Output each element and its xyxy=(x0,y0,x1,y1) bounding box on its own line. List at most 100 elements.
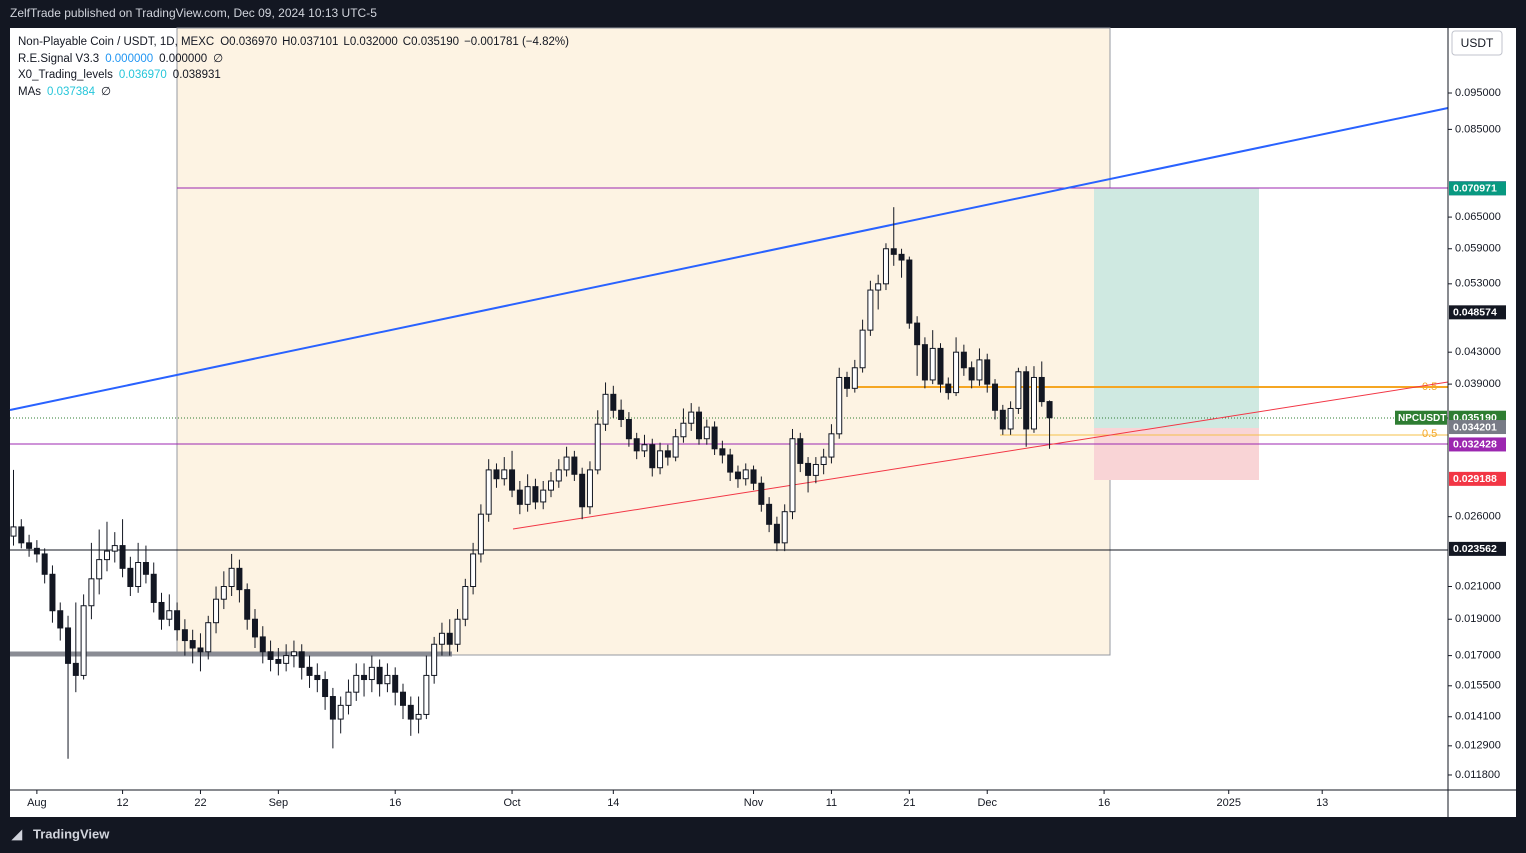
indicator-value: 0.037384 xyxy=(47,86,96,98)
candle-body xyxy=(26,542,33,549)
candle-body xyxy=(353,674,360,693)
candle-body xyxy=(485,469,492,515)
x-tick-label: 14 xyxy=(607,797,619,809)
candle-body xyxy=(322,679,329,698)
x-tick-label: 11 xyxy=(826,797,837,809)
candle-body xyxy=(625,418,632,440)
candle-body xyxy=(696,411,703,440)
indicator-value: 0.038931 xyxy=(173,69,221,81)
y-tick-label: 0.011800 xyxy=(1455,769,1500,781)
candle-body xyxy=(80,605,87,676)
candle-body xyxy=(734,471,741,480)
legend-row: MAs 0.037384 ∅ xyxy=(18,86,111,98)
indicator-name: R.E.Signal V3.3 xyxy=(18,53,99,65)
y-tick-label: 0.017000 xyxy=(1455,650,1501,662)
ohlc-key: L xyxy=(343,36,350,48)
candle-body xyxy=(166,610,173,620)
price-badge-label: 0.023562 xyxy=(1453,543,1497,555)
y-tick-label: 0.059000 xyxy=(1455,243,1501,255)
fib-label: 0.5 xyxy=(1422,381,1437,393)
ohlc-value: 0.037101 xyxy=(290,36,338,48)
price-badge-label: 0.029188 xyxy=(1453,473,1497,485)
candle-body xyxy=(555,469,562,482)
candle-body xyxy=(10,526,17,537)
x-tick-label: Dec xyxy=(977,797,997,809)
candle-body xyxy=(1038,376,1045,403)
candle-body xyxy=(602,393,609,425)
candle-body xyxy=(158,601,165,620)
price-badge xyxy=(1449,471,1506,486)
candle-body xyxy=(618,409,625,420)
legend-row: X0_Trading_levels 0.036970 0.038931 xyxy=(18,69,221,81)
candle-body xyxy=(181,629,188,642)
candle-body xyxy=(384,674,391,685)
candle-body xyxy=(415,713,422,720)
candle-body xyxy=(828,433,835,458)
candle-body xyxy=(571,456,578,475)
stop-zone xyxy=(1094,428,1259,480)
x-tick-label: Sep xyxy=(269,797,289,809)
y-tick-label: 0.095000 xyxy=(1455,87,1501,99)
candle-body xyxy=(135,562,142,588)
candle-body xyxy=(898,253,905,261)
y-tick-label: 0.065000 xyxy=(1455,211,1501,223)
candle-body xyxy=(921,344,928,381)
y-tick-label: 0.012900 xyxy=(1455,740,1501,752)
currency-button[interactable] xyxy=(1451,30,1503,56)
price-badge xyxy=(1449,420,1506,435)
candle-body xyxy=(462,586,469,620)
trend-line xyxy=(9,107,1449,411)
candle-body xyxy=(127,567,134,588)
y-tick-label: 0.015500 xyxy=(1455,680,1501,692)
candle-body xyxy=(361,674,368,681)
candle-body xyxy=(501,469,508,480)
candle-body xyxy=(586,469,593,508)
ohlc-value: 0.035190 xyxy=(411,36,459,48)
candle-body xyxy=(72,662,79,676)
indicator-value: ∅ xyxy=(101,86,111,98)
price-badge xyxy=(1449,437,1506,452)
candle-body xyxy=(205,622,212,653)
candle-body xyxy=(579,473,586,508)
x-tick-label: Nov xyxy=(744,797,764,809)
candle-body xyxy=(111,545,118,552)
price-badge xyxy=(1449,305,1506,320)
candle-body xyxy=(929,347,936,381)
candle-body xyxy=(680,422,687,438)
legend-row: R.E.Signal V3.3 0.000000 0.000000 ∅ xyxy=(18,53,223,65)
candle-body xyxy=(711,426,718,450)
candle-body xyxy=(57,610,64,629)
candle-body xyxy=(96,559,103,580)
indicator-name: X0_Trading_levels xyxy=(18,69,113,81)
symbol-tag xyxy=(1395,410,1447,425)
candle-body xyxy=(236,567,243,591)
candle-body xyxy=(664,450,671,458)
candle-body xyxy=(290,651,297,657)
candle-body xyxy=(509,469,516,491)
legend: Non-Playable Coin / USDT, 1D, MEXC O0.036… xyxy=(18,36,569,98)
candle-body xyxy=(719,448,726,456)
candle-body xyxy=(197,647,204,653)
candle-body xyxy=(329,696,336,720)
y-tick-label: 0.043000 xyxy=(1455,346,1501,358)
legend-row: Non-Playable Coin / USDT, 1D, MEXC O0.036… xyxy=(18,36,569,48)
candle-body xyxy=(532,486,539,503)
candles xyxy=(10,207,1053,759)
y-tick-label: 0.039000 xyxy=(1455,378,1501,390)
candle-body xyxy=(914,322,921,346)
price-badge-label: 0.048574 xyxy=(1453,307,1497,319)
candle-body xyxy=(103,550,110,561)
x-tick-label: 2025 xyxy=(1216,797,1240,809)
candle-body xyxy=(477,513,484,555)
candle-body xyxy=(431,643,438,676)
candle-body xyxy=(275,658,282,664)
candle-body xyxy=(672,436,679,458)
candle-body xyxy=(33,547,40,555)
candle-body xyxy=(820,456,827,465)
y-tick-label: 0.021000 xyxy=(1455,580,1501,592)
candle-body xyxy=(283,655,290,664)
candle-body xyxy=(18,526,25,544)
y-tick-label: 0.014100 xyxy=(1455,711,1501,723)
candle-body xyxy=(407,704,414,720)
